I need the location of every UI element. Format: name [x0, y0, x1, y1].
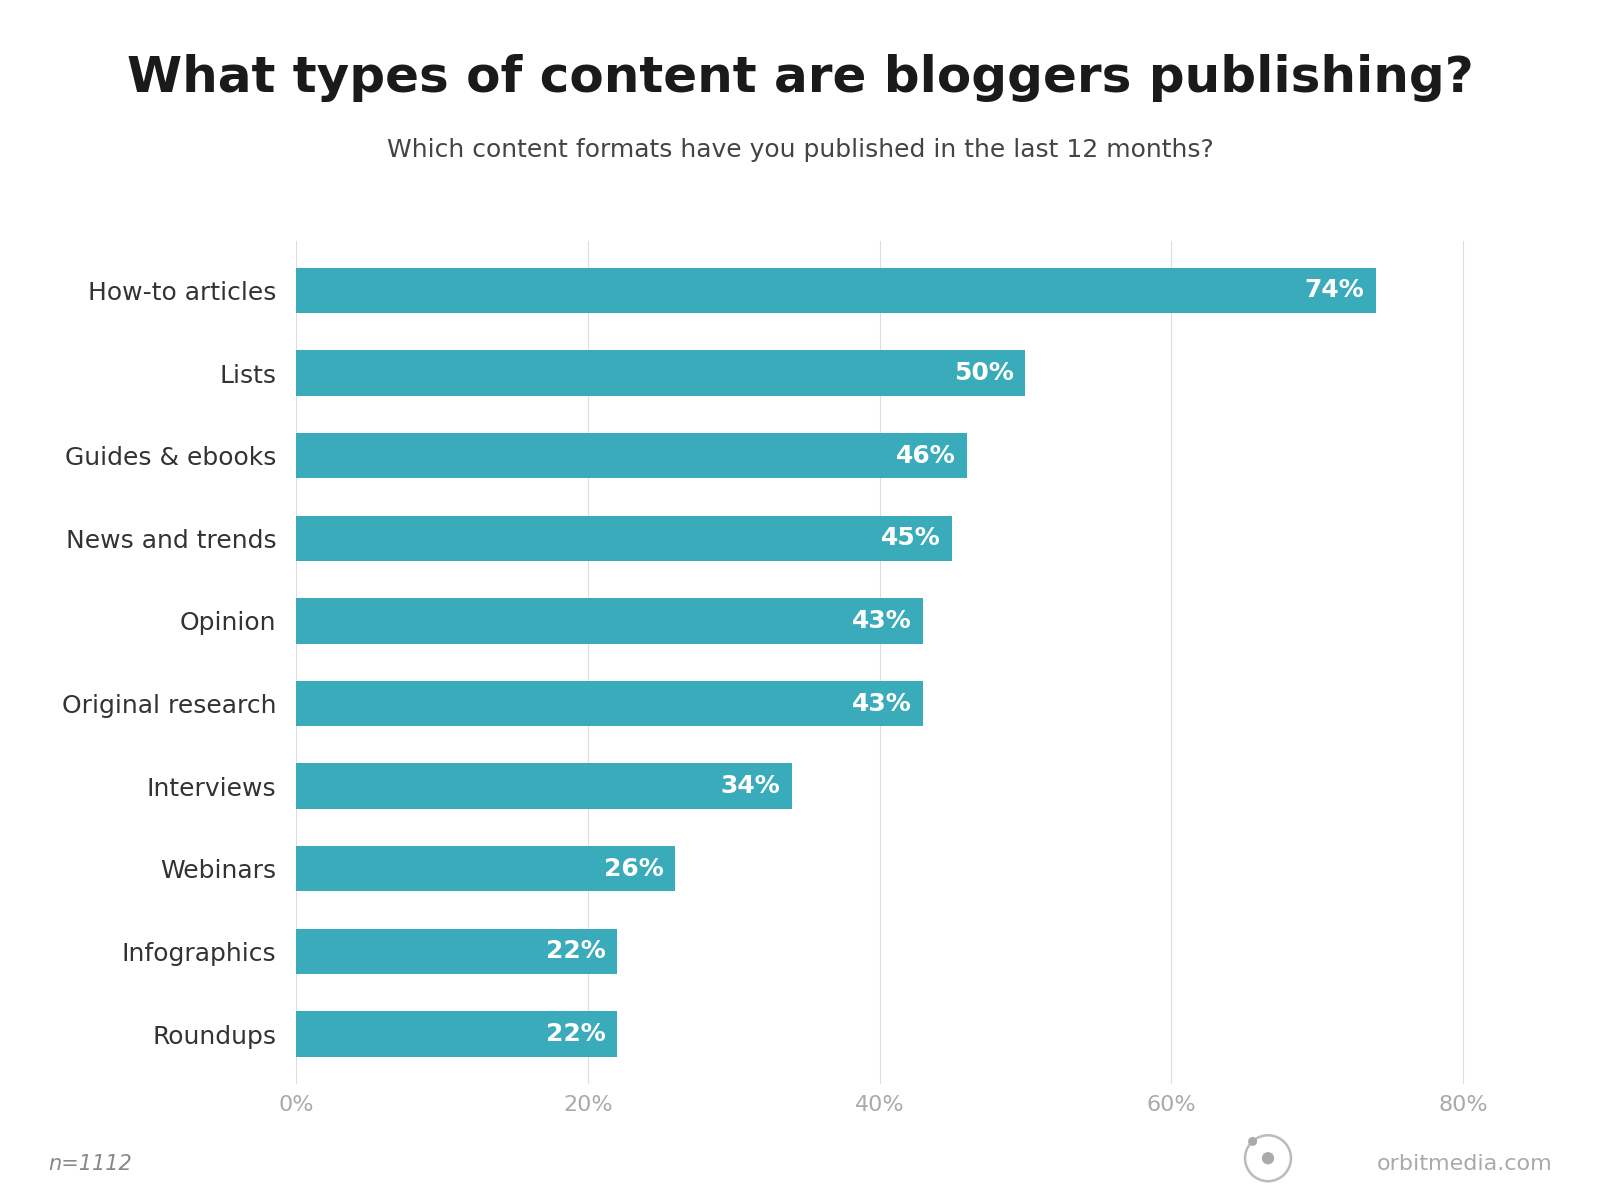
Bar — [296, 433, 966, 478]
Text: 45%: 45% — [882, 526, 941, 550]
Text: 26%: 26% — [603, 857, 664, 881]
Bar — [296, 680, 923, 726]
Text: 46%: 46% — [896, 443, 955, 467]
Text: 50%: 50% — [954, 361, 1014, 385]
Bar — [296, 267, 1376, 313]
Bar — [296, 846, 675, 891]
Text: 74%: 74% — [1304, 278, 1363, 302]
Bar — [296, 598, 923, 644]
Text: 34%: 34% — [720, 774, 781, 798]
Bar — [296, 928, 618, 974]
Circle shape — [1262, 1152, 1274, 1164]
Text: 22%: 22% — [546, 1022, 605, 1046]
Text: 43%: 43% — [851, 609, 912, 633]
Text: 43%: 43% — [851, 691, 912, 715]
Bar — [296, 515, 952, 561]
Text: What types of content are bloggers publishing?: What types of content are bloggers publi… — [126, 54, 1474, 102]
Text: 22%: 22% — [546, 939, 605, 963]
Text: Which content formats have you published in the last 12 months?: Which content formats have you published… — [387, 138, 1213, 163]
Text: orbitmedia.com: orbitmedia.com — [1376, 1153, 1552, 1174]
Circle shape — [1248, 1137, 1258, 1146]
Bar — [296, 350, 1026, 396]
Bar — [296, 763, 792, 809]
Text: n=1112: n=1112 — [48, 1153, 131, 1174]
Bar — [296, 1011, 618, 1057]
